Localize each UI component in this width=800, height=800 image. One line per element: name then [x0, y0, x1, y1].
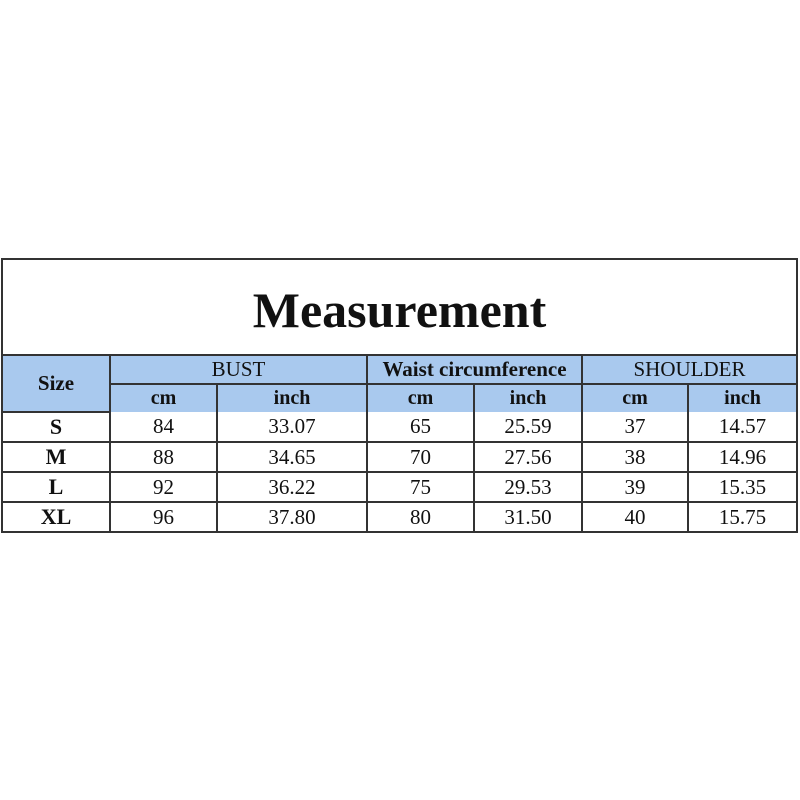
header-shoulder: SHOULDER: [581, 356, 796, 385]
value-cell: 38: [581, 441, 690, 473]
header-unit: inch: [687, 383, 796, 412]
header-row-groups: Size BUST Waist circumference SHOULDER: [3, 356, 796, 413]
value-cell: 25.59: [472, 412, 584, 443]
value-cell: 96: [109, 501, 218, 531]
chart-title: Measurement: [3, 260, 796, 356]
value-cell: 88: [109, 441, 218, 473]
value-cell: 29.53: [472, 471, 584, 503]
value-cell: 40: [581, 501, 690, 531]
header-waist: Waist circumference: [365, 356, 584, 385]
value-cell: 65: [366, 412, 475, 443]
measurement-table: Size BUST Waist circumference SHOULDER c…: [3, 356, 796, 531]
value-cell: 15.35: [687, 471, 796, 503]
value-cell: 15.75: [687, 501, 796, 531]
header-unit: cm: [581, 383, 690, 412]
value-cell: 37: [581, 412, 690, 443]
header-unit: inch: [216, 383, 368, 412]
table-row: M 88 34.65 70 27.56 38 14.96: [3, 441, 796, 473]
value-cell: 36.22: [216, 471, 368, 503]
header-unit: cm: [110, 383, 218, 412]
value-cell: 31.50: [472, 501, 584, 531]
header-bust: BUST: [109, 356, 368, 385]
value-cell: 80: [366, 501, 475, 531]
size-cell: XL: [3, 501, 111, 531]
value-cell: 27.56: [472, 441, 584, 473]
value-cell: 33.07: [216, 412, 368, 443]
header-unit: inch: [472, 383, 584, 412]
table-row: L 92 36.22 75 29.53 39 15.35: [3, 471, 796, 503]
size-cell: M: [3, 441, 111, 473]
value-cell: 37.80: [216, 501, 368, 531]
value-cell: 70: [366, 441, 475, 473]
size-chart: Measurement Size BUST Waist circumferenc…: [1, 258, 798, 533]
header-row-units: cm inch cm inch cm inch: [3, 383, 796, 412]
value-cell: 14.57: [687, 412, 796, 443]
value-cell: 75: [366, 471, 475, 503]
value-cell: 84: [109, 412, 218, 443]
value-cell: 92: [109, 471, 218, 503]
value-cell: 39: [581, 471, 690, 503]
value-cell: 34.65: [216, 441, 368, 473]
header-size: Size: [3, 356, 111, 413]
table-row: S 84 33.07 65 25.59 37 14.57: [3, 412, 796, 443]
size-cell: L: [3, 471, 111, 503]
size-cell: S: [3, 412, 111, 443]
header-unit: cm: [366, 383, 475, 412]
value-cell: 14.96: [687, 441, 796, 473]
table-row: XL 96 37.80 80 31.50 40 15.75: [3, 501, 796, 531]
